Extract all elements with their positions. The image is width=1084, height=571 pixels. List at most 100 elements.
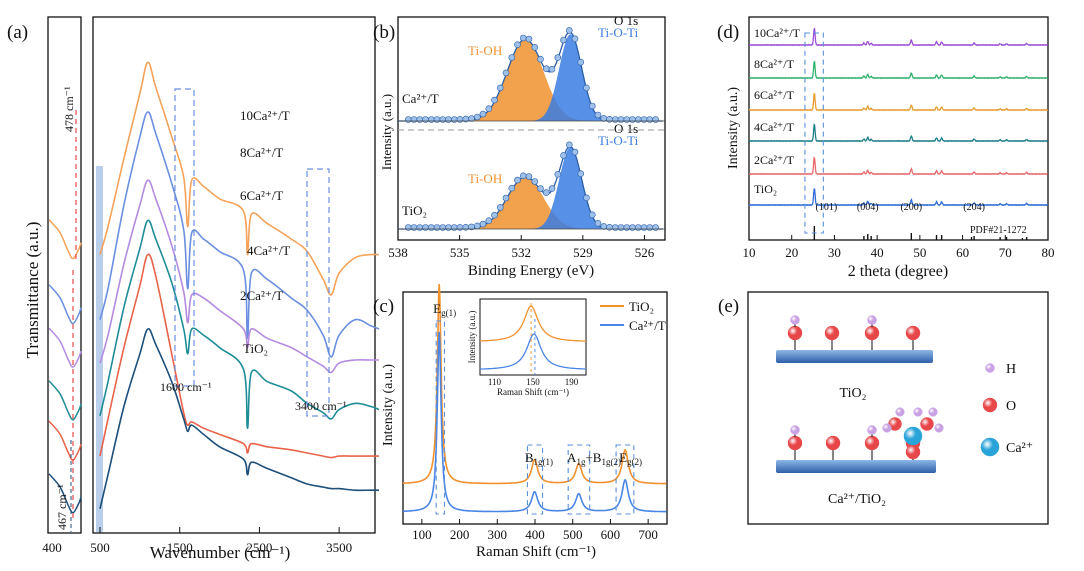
calcium-ion <box>903 426 923 446</box>
data-point <box>508 54 516 61</box>
inset-line-0 <box>480 305 586 342</box>
data-point <box>445 224 452 231</box>
reflection-label: (204) <box>963 202 985 213</box>
panel-a-ticks: 400 500 1500 2500 3500 <box>42 527 352 555</box>
tick-label: 535 <box>450 245 470 260</box>
peak-box-101 <box>804 32 824 234</box>
data-point <box>404 224 412 231</box>
data-point <box>496 84 504 92</box>
peak-label-ti-o-ti: Ti-O-Ti <box>598 25 639 40</box>
tick-label: 40 <box>871 245 884 260</box>
series-line-1 <box>748 60 1049 80</box>
panel-b-xlabel: Binding Energy (eV) <box>468 263 594 279</box>
panel-a-annotations: 478 cm⁻¹ 467 cm⁻¹ 1600 cm⁻¹ 3400 cm⁻¹ <box>55 86 347 532</box>
data-point <box>519 34 527 42</box>
panel-b-ylabel: Intensity (a.u.) <box>379 94 394 170</box>
panel-e-frame <box>747 291 1049 525</box>
tick-label: 538 <box>388 245 408 260</box>
series-label-4: 2Ca²⁺/T <box>754 153 795 167</box>
series-line-5 <box>748 188 1049 207</box>
data-point <box>462 224 470 231</box>
data-point <box>491 211 498 219</box>
data-point <box>548 185 556 192</box>
data-point <box>537 185 544 192</box>
tick-label: 30 <box>828 245 841 260</box>
series-line-1 <box>99 111 380 358</box>
legend-label-1: O <box>1006 399 1016 414</box>
data-point <box>491 96 498 104</box>
peak-label-b1g1: B1g(1) <box>525 450 553 467</box>
panel-d-frame <box>748 16 1049 241</box>
oxygen-atom <box>824 325 840 341</box>
data-point <box>537 55 544 63</box>
data-point <box>600 115 608 122</box>
panel-a-left-curves <box>48 219 82 514</box>
data-point <box>479 110 487 118</box>
box-3400 <box>306 168 330 417</box>
series-label-2: 6Ca²⁺/T <box>754 88 795 102</box>
series-line-1 <box>402 331 667 513</box>
reflection-label: (101) <box>816 202 838 213</box>
legend-label-0: H <box>1006 362 1016 377</box>
series-label-2: 6Ca²⁺/T <box>240 188 283 203</box>
panel-c-label: (c) <box>373 296 394 317</box>
data-point <box>600 223 608 230</box>
data-point <box>560 152 567 159</box>
series-label-5: TiO₂ <box>754 182 777 196</box>
hydrogen-atom <box>867 425 877 435</box>
data-point <box>583 194 590 202</box>
slab-tio2 <box>776 350 933 363</box>
data-point <box>525 35 533 43</box>
panel-c-xlabel: Raman Shift (cm⁻¹) <box>476 544 596 560</box>
data-point <box>565 27 573 34</box>
series-line-0 <box>748 27 1049 47</box>
inset-frame <box>479 298 587 376</box>
legend-icon-o <box>982 397 998 413</box>
oxygen-atom <box>825 435 841 451</box>
data-point <box>514 41 521 49</box>
series-line-4 <box>99 253 379 459</box>
data-point <box>560 36 567 44</box>
panel-a-label: (a) <box>7 22 28 43</box>
data-point <box>410 116 418 123</box>
data-point <box>485 217 493 224</box>
hydrogen-atom <box>790 425 800 435</box>
hydrogen-atom <box>928 407 938 417</box>
panel-b-frame <box>397 16 666 241</box>
oxygen-atom <box>864 325 880 341</box>
legend-icon-ca <box>980 437 1000 457</box>
hydrogen-atom <box>882 423 892 433</box>
panel-e-bottom-caption: Ca²⁺/TiO₂ <box>828 492 886 507</box>
box-1600 <box>174 88 195 387</box>
series-label-1: 8Ca²⁺/T <box>754 57 795 71</box>
data-point <box>652 224 659 231</box>
reference-label: PDF#21-1272 <box>970 225 1027 236</box>
panel-d-label: (d) <box>717 22 739 43</box>
data-point <box>531 43 539 51</box>
legend-label-2: Ca²⁺ <box>1006 441 1033 456</box>
hydrogen-atom <box>934 423 944 433</box>
data-point <box>416 116 424 123</box>
peak-label-a1g-main: A <box>567 450 577 465</box>
panel-c-plot: Eg(1)B1g(1) A1g+B1g(2)Eg(2)100 200 300 400 50… <box>402 283 667 542</box>
series-line-2 <box>99 179 379 374</box>
data-point <box>416 224 424 231</box>
peak-label-a1g: A1g+B1g(2) <box>567 450 621 467</box>
oxygen-atom <box>905 444 921 460</box>
data-point <box>473 113 481 121</box>
panel-a-right-frame <box>92 16 376 534</box>
series-left-line-4 <box>48 420 82 461</box>
data-point <box>422 224 429 231</box>
series-left-line-1 <box>48 284 82 325</box>
panel-e: H O Ca²⁺ (e) TiO₂ Ca²⁺/TiO₂ <box>718 291 1049 525</box>
data-point <box>404 116 412 123</box>
annotation-478: 478 cm⁻¹ <box>62 86 76 132</box>
data-point <box>427 224 435 231</box>
series-line-3 <box>748 123 1049 143</box>
data-point <box>548 65 556 73</box>
data-point <box>640 224 648 231</box>
data-point <box>634 224 642 231</box>
